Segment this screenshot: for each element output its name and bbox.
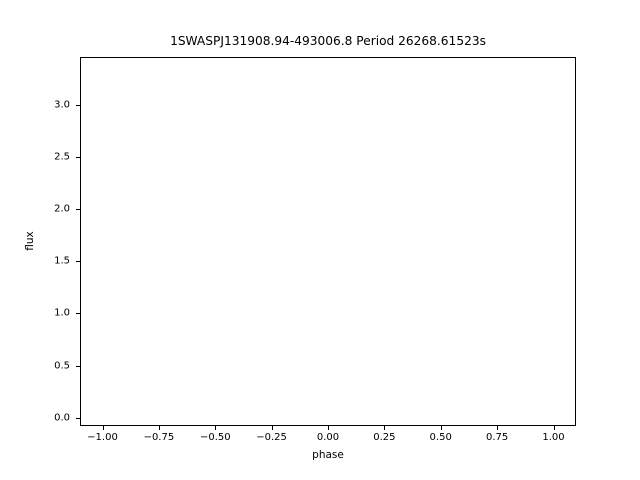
y-tick-mark — [76, 209, 80, 211]
y-tick-mark — [76, 313, 80, 315]
y-tick-label: 1.0 — [54, 307, 70, 319]
plot-title: 1SWASPJ131908.94-493006.8 Period 26268.6… — [170, 34, 486, 48]
x-tick-mark — [497, 426, 499, 430]
y-tick-label: 0.5 — [54, 360, 70, 371]
x-tick-mark — [158, 426, 160, 430]
x-axis-label: phase — [312, 449, 344, 461]
y-tick-label: 2.0 — [54, 203, 70, 215]
y-tick-mark — [76, 261, 80, 263]
y-tick-mark — [76, 365, 80, 367]
x-tick-mark — [384, 426, 386, 430]
x-tick-mark — [102, 426, 104, 430]
axes-box — [80, 57, 576, 426]
x-tick-label: −1.00 — [87, 432, 118, 443]
x-tick-label: −0.50 — [199, 432, 231, 443]
x-tick-label: −0.25 — [256, 432, 287, 443]
y-tick-label: 1.5 — [54, 255, 70, 267]
x-tick-label: 0.25 — [373, 432, 396, 443]
y-tick-label: 0.0 — [54, 412, 70, 424]
y-tick-mark — [76, 417, 80, 419]
x-tick-mark — [440, 426, 442, 430]
y-axis-label: flux — [24, 231, 36, 251]
x-tick-label: 0.75 — [485, 432, 509, 443]
x-tick-mark — [553, 426, 555, 430]
x-tick-mark — [271, 426, 273, 430]
y-tick-label: 2.5 — [54, 151, 70, 163]
y-tick-mark — [76, 104, 80, 106]
y-tick-label: 3.0 — [54, 99, 70, 111]
x-tick-label: 1.00 — [542, 432, 565, 443]
x-tick-label: 0.00 — [316, 432, 340, 443]
x-tick-mark — [328, 426, 329, 430]
x-tick-mark — [215, 426, 217, 430]
x-tick-label: −0.75 — [143, 432, 175, 443]
x-tick-label: 0.50 — [429, 432, 452, 443]
y-tick-mark — [76, 157, 80, 159]
